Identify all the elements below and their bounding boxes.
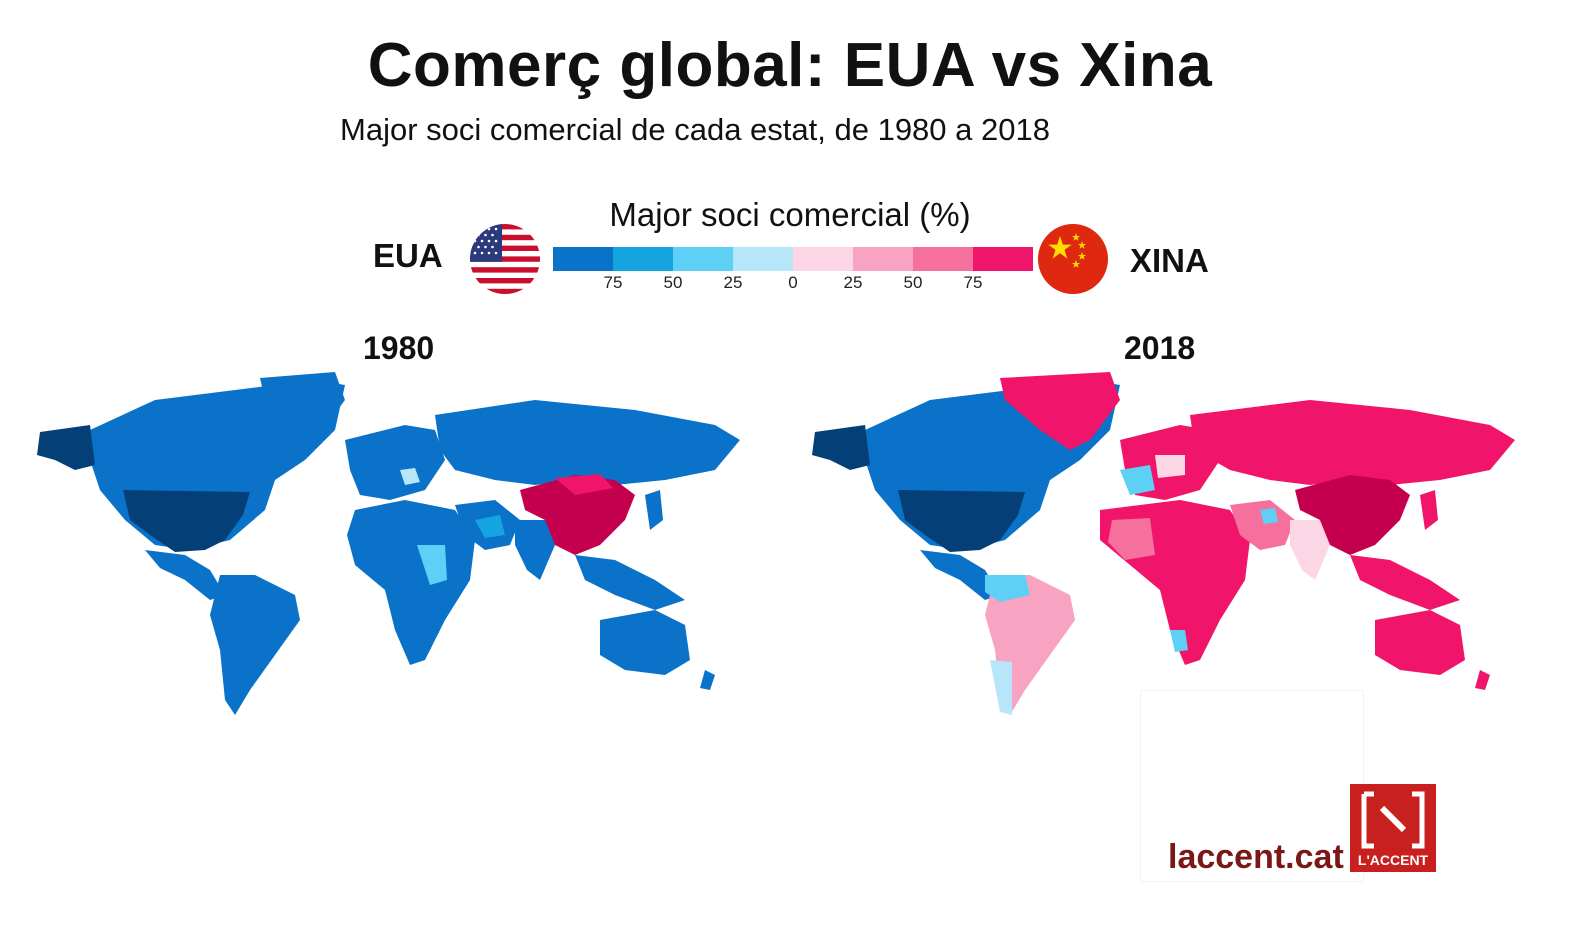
page-subtitle: Major soci comercial de cada estat, de 1… xyxy=(340,112,1050,148)
region-europe xyxy=(345,425,445,500)
legend-tick-label: 75 xyxy=(593,273,633,293)
region-australia xyxy=(1375,610,1465,675)
map-year-2018: 2018 xyxy=(1124,330,1195,367)
usa-flag-icon xyxy=(470,224,540,294)
legend-tick-label: 0 xyxy=(773,273,813,293)
region-usa xyxy=(898,490,1025,552)
legend-color-scale xyxy=(553,247,1033,271)
legend-tick-label: 75 xyxy=(953,273,993,293)
legend-swatch-4 xyxy=(793,247,853,271)
region-africa xyxy=(347,500,475,665)
legend-swatch-5 xyxy=(853,247,913,271)
legend-title: Major soci comercial (%) xyxy=(540,196,1040,234)
region-europe-west xyxy=(1120,465,1155,495)
region-russia xyxy=(435,400,740,485)
page-title: Comerç global: EUA vs Xina xyxy=(0,30,1580,101)
region-alaska xyxy=(812,425,870,470)
logo-text: L'ACCENT xyxy=(1350,852,1436,868)
legend-left-label: EUA xyxy=(373,237,443,275)
legend-swatch-7 xyxy=(973,247,1033,271)
region-europe-central xyxy=(1155,455,1185,478)
region-africa-west xyxy=(1108,518,1155,560)
region-russia xyxy=(1190,400,1515,485)
legend-swatch-3 xyxy=(733,247,793,271)
brand-site-text[interactable]: laccent.cat xyxy=(1168,838,1344,877)
region-new-zealand xyxy=(700,670,715,690)
region-alaska xyxy=(37,425,95,470)
legend-right-label: XINA xyxy=(1130,242,1209,280)
world-map-1980 xyxy=(15,370,755,725)
legend-swatch-0 xyxy=(553,247,613,271)
laccent-logo-icon[interactable]: L'ACCENT xyxy=(1350,784,1436,872)
legend-swatch-1 xyxy=(613,247,673,271)
region-australia xyxy=(600,610,690,675)
region-south-america-south xyxy=(990,660,1012,715)
region-usa xyxy=(123,490,250,552)
region-south-america xyxy=(210,575,300,715)
region-se-asia xyxy=(1350,555,1460,610)
region-new-zealand xyxy=(1475,670,1490,690)
map-year-1980: 1980 xyxy=(363,330,434,367)
legend-tick-label: 50 xyxy=(653,273,693,293)
region-se-asia xyxy=(575,555,685,610)
legend-tick-label: 25 xyxy=(833,273,873,293)
region-japan xyxy=(645,490,663,530)
region-central-america xyxy=(145,550,225,600)
legend-tick-label: 50 xyxy=(893,273,933,293)
region-africa-light xyxy=(1170,630,1188,652)
legend-swatch-2 xyxy=(673,247,733,271)
legend-tick-label: 25 xyxy=(713,273,753,293)
region-japan xyxy=(1420,490,1438,530)
china-flag-icon xyxy=(1038,224,1108,294)
legend-swatch-6 xyxy=(913,247,973,271)
world-map-2018 xyxy=(790,370,1530,725)
